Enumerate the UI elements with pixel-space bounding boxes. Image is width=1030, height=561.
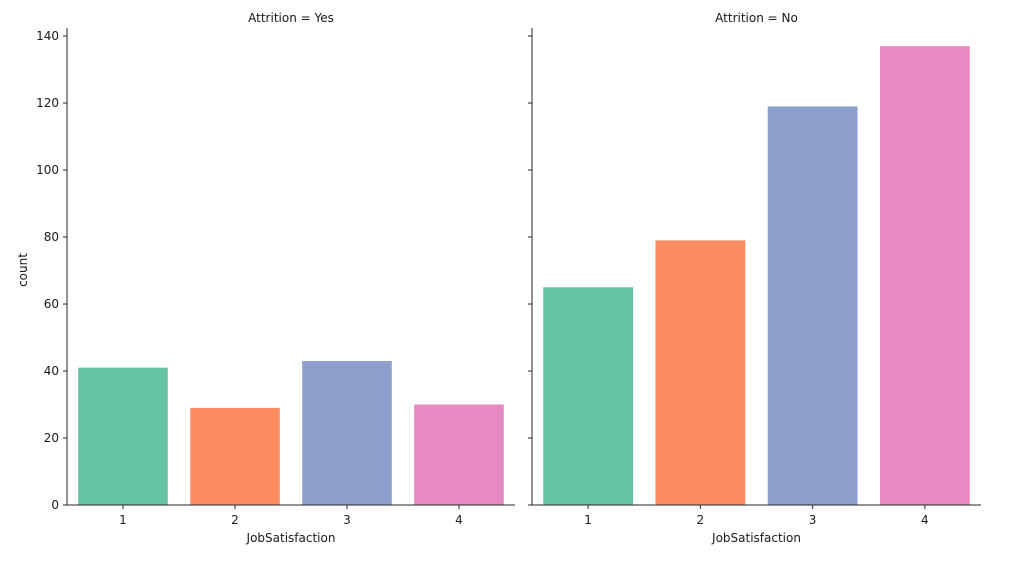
x-tick-label: 4 — [921, 513, 929, 527]
y-tick-label: 0 — [51, 498, 59, 512]
panel-attrition-no: 1 2 3 4 Attrition = No JobSatisfaction — [528, 11, 981, 545]
x-tick-label: 3 — [343, 513, 351, 527]
x-tick-label: 4 — [455, 513, 463, 527]
y-tick-label: 40 — [44, 364, 59, 378]
x-tick-label: 2 — [697, 513, 705, 527]
x-tick-label: 1 — [584, 513, 592, 527]
bar-yes-2 — [190, 407, 280, 505]
x-axis-title: JobSatisfaction — [246, 531, 336, 545]
y-tick-label: 120 — [36, 96, 59, 110]
y-tick-label: 100 — [36, 163, 59, 177]
bar-yes-3 — [302, 360, 392, 505]
x-tick-label: 2 — [231, 513, 239, 527]
x-axis-title: JobSatisfaction — [711, 531, 801, 545]
x-tick-label: 3 — [809, 513, 817, 527]
x-tick-label: 1 — [119, 513, 127, 527]
bar-no-2 — [655, 240, 746, 505]
y-tick-label: 140 — [36, 29, 59, 43]
y-tick-label: 60 — [44, 297, 59, 311]
panel-title: Attrition = Yes — [248, 11, 334, 25]
bar-no-1 — [543, 287, 634, 505]
y-tick-label: 20 — [44, 431, 59, 445]
bar-no-3 — [767, 106, 858, 505]
y-axis-title: count — [16, 253, 30, 287]
panel-title: Attrition = No — [715, 11, 798, 25]
panel-attrition-yes: 0 20 40 60 80 100 120 140 1 2 3 4 Attrition = Yes Job… — [36, 11, 515, 545]
bar-yes-4 — [414, 404, 504, 505]
bar-no-4 — [879, 46, 970, 505]
bar-yes-1 — [78, 367, 168, 505]
y-tick-label: 80 — [44, 230, 59, 244]
